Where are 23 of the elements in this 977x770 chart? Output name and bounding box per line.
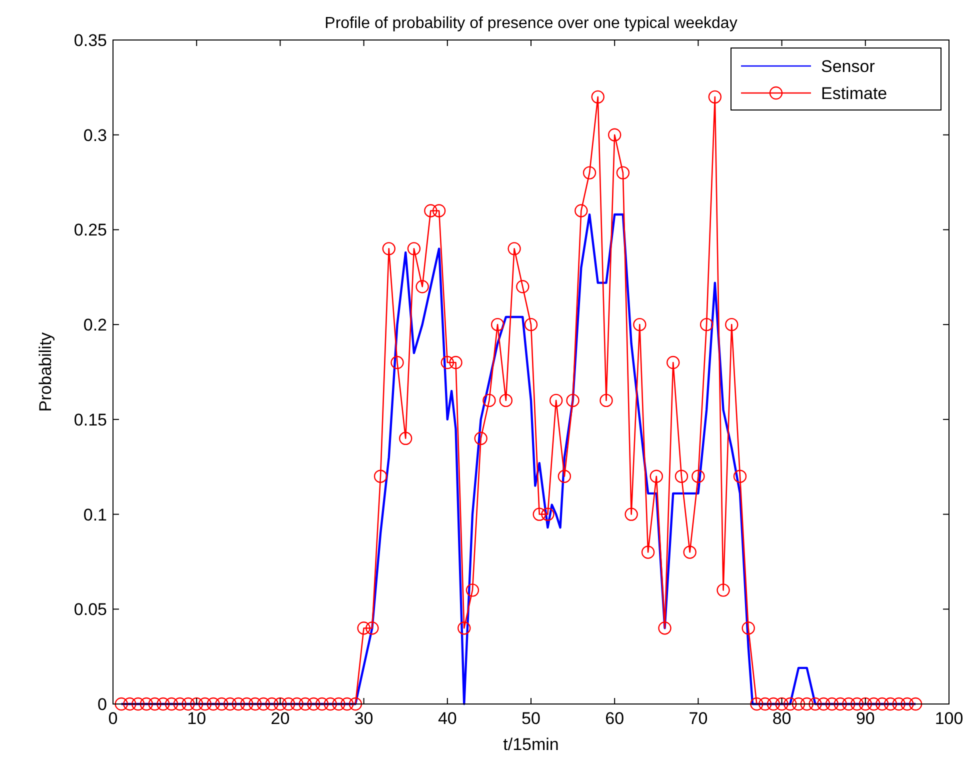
x-tick-label: 40 [438, 709, 457, 728]
y-tick-label: 0 [98, 695, 107, 714]
x-tick-label: 60 [605, 709, 624, 728]
y-tick-label: 0.35 [74, 31, 107, 50]
y-tick-label: 0.25 [74, 220, 107, 240]
x-tick-label: 30 [354, 709, 374, 728]
y-tick-label: 0.05 [74, 600, 107, 620]
chart-title: Profile of probability of presence over one typical weekday [324, 15, 738, 32]
legend-label: Estimate [821, 84, 888, 103]
x-tick-label: 80 [772, 709, 792, 728]
y-axis-title: Probability [36, 332, 55, 412]
x-tick-label: 90 [856, 709, 875, 728]
x-tick-label: 50 [522, 709, 540, 728]
y-tick-label: 0.15 [74, 410, 107, 430]
y-tick-label: 0.3 [83, 126, 107, 145]
x-tick-label: 20 [270, 709, 290, 728]
x-tick-label: 100 [934, 709, 964, 728]
x-tick-label: 70 [688, 709, 708, 728]
x-tick-label: 10 [187, 709, 206, 728]
x-axis-title: t/15min [503, 735, 559, 754]
y-tick-label: 0.2 [83, 316, 107, 335]
y-tick-label: 0.1 [83, 505, 107, 524]
legend-label: Sensor [821, 57, 876, 76]
